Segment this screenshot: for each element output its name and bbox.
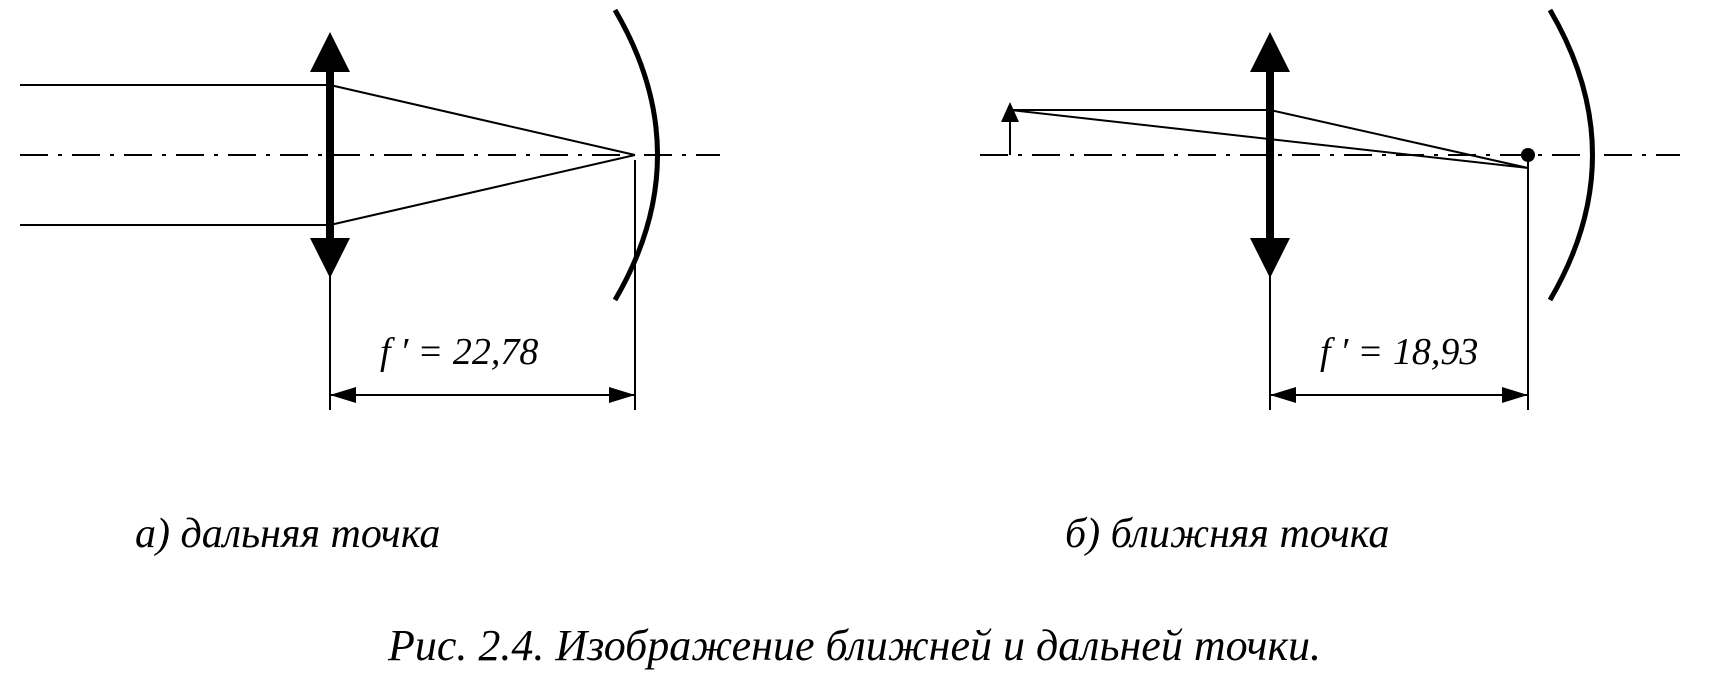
sub-caption-a: а) дальняя точка	[135, 510, 440, 558]
focal-length-label-b: f ′ = 18,93	[1320, 330, 1478, 374]
focal-length-label-a: f ′ = 22,78	[380, 330, 538, 374]
diagram-near-point	[980, 0, 1680, 470]
sub-caption-b: б) ближняя точка	[1065, 510, 1389, 558]
diagram-far-point	[20, 0, 720, 470]
figure-caption: Рис. 2.4. Изображение ближней и дальней …	[0, 620, 1709, 671]
